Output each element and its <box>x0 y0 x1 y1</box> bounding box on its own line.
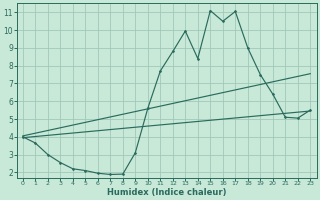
X-axis label: Humidex (Indice chaleur): Humidex (Indice chaleur) <box>107 188 226 197</box>
